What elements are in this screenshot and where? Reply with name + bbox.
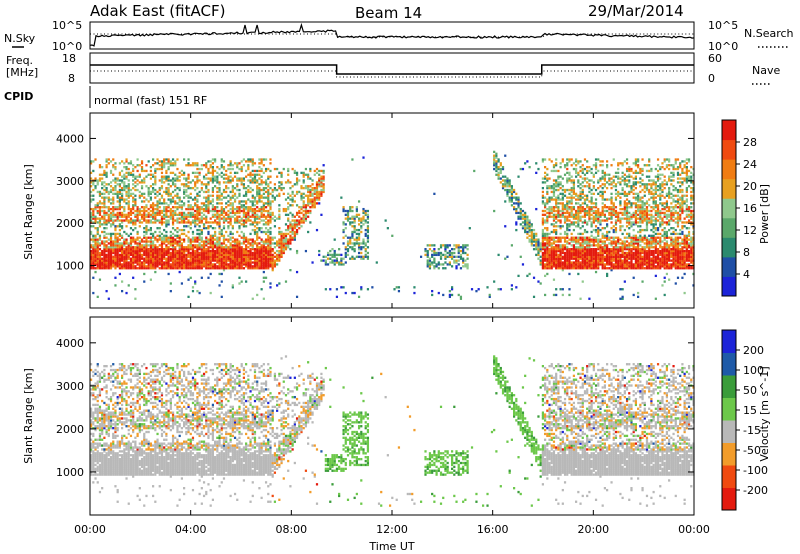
power-colorbar: 4 8 12 16 20 24 28 bbox=[721, 119, 757, 297]
x-tick-label: 12:00 bbox=[376, 523, 408, 536]
colorbar-segment bbox=[722, 465, 736, 488]
colorbar-tick-label: 24 bbox=[743, 158, 757, 171]
colorbar-tick-label: 50 bbox=[743, 384, 757, 397]
colorbar-tick-label: 28 bbox=[743, 136, 757, 149]
cpid-label: CPID bbox=[4, 90, 33, 103]
power-colorbar-label: Power [dB] bbox=[758, 184, 771, 244]
sky-panel-frame bbox=[89, 21, 695, 50]
y-tick-label: 2000 bbox=[56, 423, 84, 436]
x-axis-ticks: 00:00 04:00 08:00 12:00 16:00 20:00 00:00 bbox=[74, 113, 710, 536]
velocity-y-axis-label: Slant Range [km] bbox=[22, 368, 35, 464]
colorbar-segment bbox=[722, 330, 736, 353]
colorbar-tick-label: 100 bbox=[743, 364, 764, 377]
x-tick-label: 04:00 bbox=[175, 523, 207, 536]
velocity-colorbar-label: Velocity [m s^-1] bbox=[758, 366, 771, 461]
colorbar-segment bbox=[722, 120, 736, 141]
y-tick-label: 4000 bbox=[56, 337, 84, 350]
colorbar-tick-label: 15 bbox=[743, 404, 757, 417]
colorbar-segment bbox=[722, 256, 736, 277]
cpid-text: normal (fast) 151 RF bbox=[94, 94, 207, 107]
colorbar-segment bbox=[722, 178, 736, 199]
colorbar-segment bbox=[722, 198, 736, 219]
power-heatmap bbox=[90, 150, 695, 300]
colorbar-segment bbox=[722, 487, 736, 511]
y-tick-label: 2000 bbox=[56, 217, 84, 230]
freq-left-tick-bottom: 8 bbox=[68, 72, 75, 85]
colorbar-tick-label: -15 bbox=[743, 424, 761, 437]
colorbar-tick-label: 200 bbox=[743, 344, 764, 357]
colorbar-tick-label: -50 bbox=[743, 444, 761, 457]
colorbar-segment bbox=[722, 442, 736, 466]
colorbar-tick-label: 16 bbox=[743, 202, 757, 215]
freq-left-label-line2: [MHz] bbox=[6, 66, 38, 79]
colorbar-tick-label: 8 bbox=[743, 246, 750, 259]
date-title: 29/Mar/2014 bbox=[588, 2, 684, 20]
x-tick-label: 20:00 bbox=[577, 523, 609, 536]
colorbar-segment bbox=[722, 159, 736, 180]
colorbar-segment bbox=[722, 276, 736, 297]
x-tick-label: 00:00 bbox=[74, 523, 106, 536]
sky-right-tick-bottom: 10^0 bbox=[708, 40, 738, 53]
colorbar-tick-label: -100 bbox=[743, 464, 768, 477]
x-axis-title: Time UT bbox=[368, 540, 414, 553]
colorbar-tick-label: -200 bbox=[743, 484, 768, 497]
x-tick-label: 08:00 bbox=[275, 523, 307, 536]
colorbar-tick-label: 12 bbox=[743, 224, 757, 237]
nave-label: Nave bbox=[752, 64, 780, 77]
beam-title: Beam 14 bbox=[355, 4, 422, 22]
sky-left-label: N.Sky bbox=[4, 32, 36, 45]
freq-panel-frame bbox=[89, 52, 695, 84]
freq-right-tick-bottom: 0 bbox=[708, 72, 715, 85]
sky-right-label: N.Search bbox=[744, 27, 794, 40]
colorbar-tick-label: 20 bbox=[743, 180, 757, 193]
y-tick-label: 1000 bbox=[56, 466, 84, 479]
y-tick-label: 3000 bbox=[56, 175, 84, 188]
velocity-colorbar: -200 -100 -50 -15 15 50 100 200 bbox=[721, 329, 768, 511]
x-tick-label: 16:00 bbox=[477, 523, 509, 536]
y-tick-label: 1000 bbox=[56, 260, 84, 273]
sky-right-tick-top: 10^5 bbox=[708, 19, 738, 32]
x-tick-label: 00:00 bbox=[678, 523, 710, 536]
colorbar-segment bbox=[722, 397, 736, 421]
sky-noise-trace bbox=[89, 22, 695, 47]
station-title: Adak East (fitACF) bbox=[90, 2, 225, 20]
colorbar-segment bbox=[722, 217, 736, 238]
colorbar-segment bbox=[722, 352, 736, 376]
velocity-heatmap bbox=[90, 355, 695, 507]
y-tick-label: 3000 bbox=[56, 380, 84, 393]
freq-right-tick-top: 60 bbox=[708, 52, 722, 65]
frequency-trace bbox=[90, 64, 694, 75]
colorbar-segment bbox=[722, 237, 736, 258]
colorbar-segment bbox=[722, 375, 736, 398]
velocity-y-ticks: 1000 2000 3000 4000 bbox=[56, 337, 694, 479]
colorbar-tick-label: 4 bbox=[743, 268, 750, 281]
sky-left-tick-top: 10^5 bbox=[52, 19, 82, 32]
y-tick-label: 4000 bbox=[56, 132, 84, 145]
freq-left-tick-top: 18 bbox=[62, 52, 76, 65]
power-y-axis-label: Slant Range [km] bbox=[22, 164, 35, 260]
power-y-ticks: 1000 2000 3000 4000 bbox=[56, 132, 694, 273]
sky-left-tick-bottom: 10^0 bbox=[52, 40, 82, 53]
freq-left-label-line1: Freq. bbox=[6, 54, 33, 67]
colorbar-segment bbox=[722, 139, 736, 160]
colorbar-segment bbox=[722, 420, 736, 443]
